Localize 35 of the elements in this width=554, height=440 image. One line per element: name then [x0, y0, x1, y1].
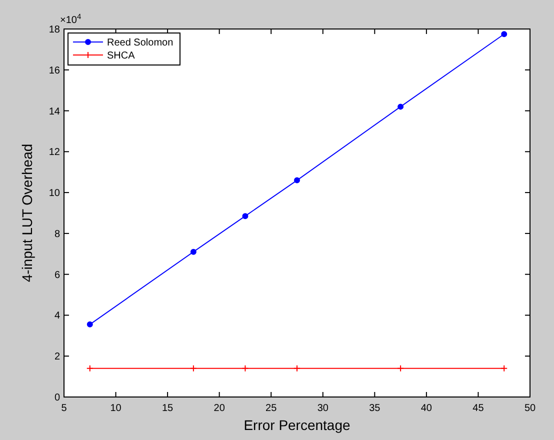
y-tick-label: 16: [48, 65, 60, 76]
x-tick-label: 45: [472, 403, 484, 414]
y-axis-title: 4-input LUT Overhead: [19, 144, 35, 282]
legend-label: SHCA: [107, 50, 136, 62]
y-tick-label: 0: [54, 392, 60, 404]
y-tick-label: 4: [54, 310, 60, 322]
legend-label: Reed Solomon: [107, 38, 174, 48]
point: [242, 364, 249, 372]
y-tick-label: 12: [48, 147, 60, 158]
point: [294, 364, 300, 372]
y-tick-label: 14: [48, 106, 60, 118]
x-tick-label: 25: [266, 403, 278, 414]
x-tick-label: 35: [369, 403, 381, 414]
y-tick-label: 8: [54, 228, 60, 240]
point: [294, 177, 300, 184]
x-tick-label: 30: [317, 403, 329, 414]
point: [501, 31, 508, 38]
y-tick-label: 10: [48, 188, 60, 200]
y-tick-label: 18: [48, 24, 60, 36]
x-tick-label: 15: [162, 403, 174, 414]
point: [190, 364, 197, 372]
x-tick-label: 10: [110, 403, 122, 414]
point: [242, 213, 248, 220]
x-tick-label: 20: [214, 403, 226, 414]
point: [190, 248, 196, 255]
x-tick-label: 40: [420, 403, 432, 414]
x-tick-label: 50: [524, 403, 536, 414]
y-tick-label: 6: [54, 270, 60, 281]
point: [86, 321, 93, 328]
x-tick-label: 5: [61, 403, 68, 414]
point: [398, 104, 404, 110]
point: [397, 364, 404, 372]
x-axis-title: Error Percentage: [244, 417, 351, 433]
text: ×10$^{4}$: [60, 12, 82, 26]
y-tick-label: 2: [54, 352, 60, 363]
